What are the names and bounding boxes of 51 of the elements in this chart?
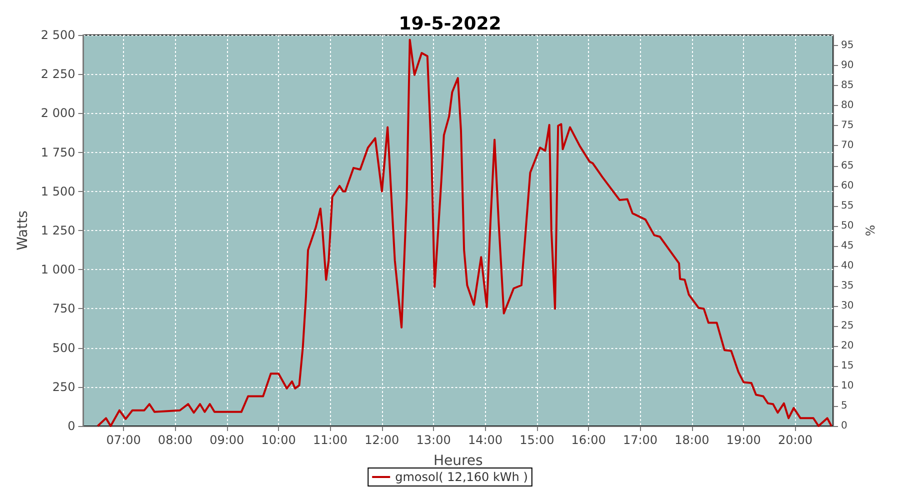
y2-tick-label: 15 [841,360,854,372]
chart-title: 19-5-2022 [398,14,502,34]
y2-tick-label: 45 [841,240,854,252]
y-tick-label: 2 000 [40,106,76,120]
x-tick-label: 13:00 [416,433,451,447]
x-tick-label: 10:00 [261,433,296,447]
y2-tick-label: 20 [841,340,854,352]
y-axis-title: Watts [15,210,31,250]
y-tick-label: 2 500 [40,28,76,42]
x-tick-label: 15:00 [520,433,554,447]
y2-tick-label: 25 [841,320,854,332]
y2-tick-label: 85 [841,80,854,92]
y2-tick-label: 35 [841,280,854,292]
y2-axis-title: % [864,224,878,236]
y2-tick-label: 50 [841,220,854,232]
y-tick-label: 0 [68,419,76,433]
x-tick-label: 17:00 [622,433,658,447]
legend-label: gmosol( 12,160 kWh ) [395,470,528,484]
y2-tick-label: 40 [841,260,854,272]
x-tick-label: 11:00 [312,433,348,447]
x-tick-label: 07:00 [106,433,141,447]
x-tick-label: 14:00 [468,433,503,447]
y2-tick-label: 65 [841,160,854,172]
y-tick-label: 1 750 [40,145,76,160]
y-tick-label: 1 500 [40,184,76,198]
x-tick-label: 19:00 [726,433,761,447]
y-tick-label: 250 [52,380,76,394]
x-tick-label: 12:00 [364,433,400,447]
y2-tick-label: 60 [841,180,854,192]
x-tick-label: 09:00 [210,433,244,447]
y-tick-label: 500 [52,340,76,355]
y2-tick-label: 75 [841,120,854,132]
y2-tick-label: 30 [841,300,854,312]
y2-tick-label: 5 [841,400,848,412]
y2-tick-label: 95 [841,40,854,52]
y2-tick-label: 0 [841,420,848,432]
y-tick-label: 1 250 [40,224,76,238]
x-tick-label: 20:00 [778,433,813,447]
y2-tick-label: 80 [841,100,854,112]
x-tick-label: 16:00 [571,433,606,447]
x-tick-label: 08:00 [158,433,193,447]
y-tick-label: 750 [52,302,76,316]
y2-tick-label: 10 [841,380,854,392]
x-tick-label: 18:00 [674,433,710,447]
x-axis-title: Heures [433,453,483,469]
line-series [96,38,832,427]
y2-tick-label: 70 [841,140,854,152]
y2-tick-label: 90 [841,60,854,72]
y2-tick-label: 55 [841,200,854,212]
y-tick-label: 1 000 [40,262,76,277]
y-tick-label: 2 250 [40,67,76,82]
